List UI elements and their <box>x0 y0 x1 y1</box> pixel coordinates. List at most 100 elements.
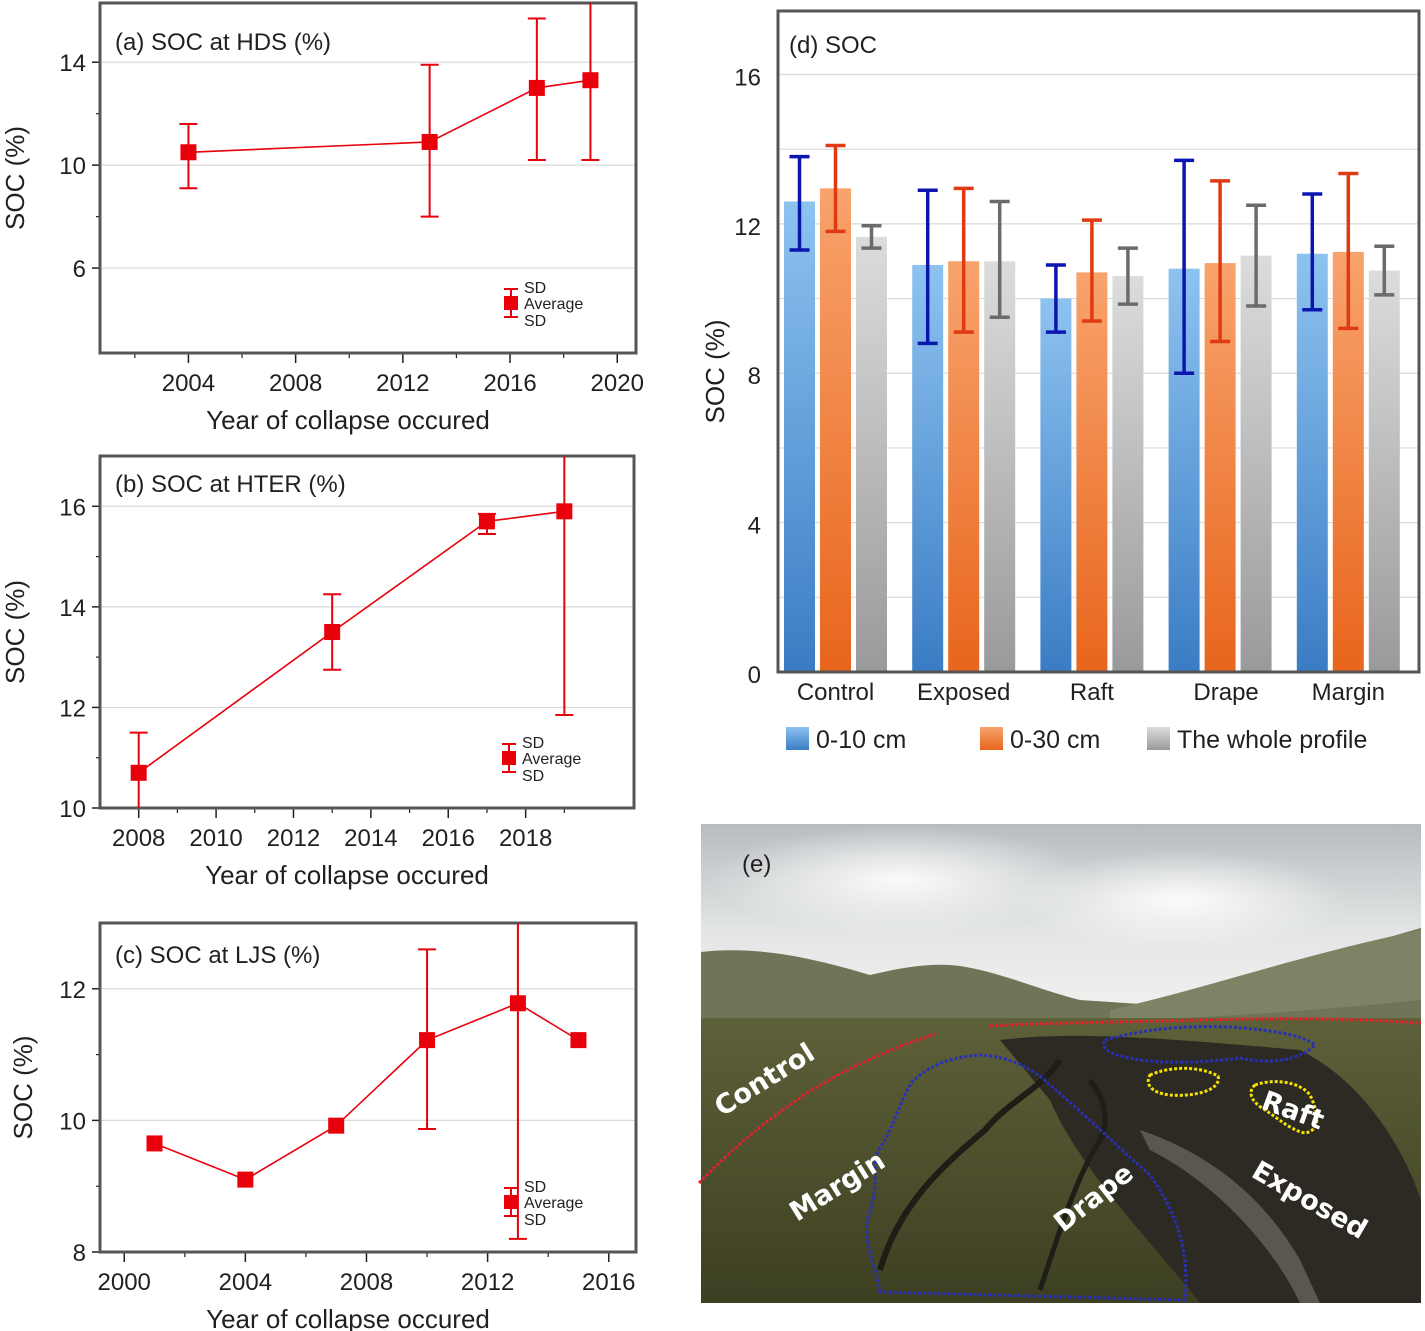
photo-crack <box>1037 1078 1108 1291</box>
bar <box>784 201 815 672</box>
plot-frame <box>98 454 636 810</box>
bar <box>856 236 887 672</box>
legend-label: Average <box>522 751 581 768</box>
y-tick-label: 16 <box>59 494 86 521</box>
bar <box>820 188 851 672</box>
data-point <box>570 1032 587 1049</box>
series-line <box>188 79 591 154</box>
x-tick-label: 2000 <box>98 1269 151 1296</box>
x-category-label: Raft <box>1070 679 1114 706</box>
bar <box>1240 255 1272 672</box>
legend-label: 0-30 cm <box>1010 726 1100 754</box>
data-point <box>130 764 147 781</box>
x-tick-label: 2008 <box>340 1269 393 1296</box>
legend-swatch <box>1147 727 1170 750</box>
legend-label: Average <box>524 296 583 313</box>
legend-label: SD <box>524 280 546 297</box>
photo-cloud <box>710 825 1090 935</box>
x-category-label: Control <box>797 679 874 706</box>
data-point <box>180 144 197 161</box>
x-tick-label: 2010 <box>189 825 242 852</box>
x-tick-label: 2012 <box>376 370 429 397</box>
series-line <box>138 510 565 774</box>
legend-swatch <box>786 727 809 750</box>
chart-panel-b: 10 12 14 16 2008 2010 2012 2014 2016 2018 (b) SOC … <box>0 454 636 890</box>
bar <box>984 261 1016 672</box>
y-tick-label: 12 <box>59 977 86 1004</box>
x-tick-label: 2018 <box>499 825 552 852</box>
x-tick-label: 2012 <box>461 1269 514 1296</box>
legend-label: SD <box>522 768 544 785</box>
chart-title: (b) SOC at HTER (%) <box>115 471 346 498</box>
chart-title: (a) SOC at HDS (%) <box>115 29 331 56</box>
y-tick-label: 10 <box>59 1108 86 1135</box>
photo-boundary-raft <box>1146 1066 1220 1097</box>
y-tick-label: 12 <box>734 214 761 241</box>
field-photo: (e) Control Margin Drape Raft Exposed <box>697 824 1422 1303</box>
photo-crack <box>877 1058 1063 1271</box>
y-tick-label: 12 <box>59 695 86 722</box>
x-axis-label: Year of collapse occured <box>205 860 489 890</box>
x-tick-label: 2012 <box>267 825 320 852</box>
photo-boundary-control <box>697 1017 1422 1185</box>
y-tick-label: 10 <box>59 796 86 823</box>
photo-ridge <box>1110 930 1421 1020</box>
chart-panel-c: 8 10 12 2000 2004 2008 2012 2016 (c) SOC at LJS … <box>8 921 638 1331</box>
legend-label: Average <box>524 1195 583 1212</box>
data-point <box>556 503 573 520</box>
photo-boundary-drape-margin <box>865 1053 1188 1302</box>
x-tick-label: 2004 <box>219 1269 272 1296</box>
legend-label: SD <box>524 1212 546 1229</box>
bar <box>1296 253 1328 672</box>
plot-frame <box>98 921 638 1254</box>
y-tick-label: 4 <box>748 513 761 540</box>
legend-marker <box>504 1195 518 1209</box>
y-tick-label: 8 <box>748 363 761 390</box>
y-tick-label: 8 <box>73 1240 86 1267</box>
y-axis-label: SOC (%) <box>8 1036 38 1140</box>
y-axis-label: SOC (%) <box>700 320 730 424</box>
x-tick-label: 2008 <box>112 825 165 852</box>
data-point <box>324 624 341 640</box>
x-tick-label: 2016 <box>422 825 475 852</box>
legend-label: The whole profile <box>1177 726 1367 754</box>
chart-title: (c) SOC at LJS (%) <box>115 942 320 969</box>
data-point <box>421 133 438 150</box>
bar <box>1040 298 1072 672</box>
x-category-label: Exposed <box>917 679 1010 706</box>
y-tick-label: 14 <box>59 595 86 622</box>
chart-panel-a: 6 10 14 2004 2008 2012 2016 2020 (a) SOC at HDS … <box>0 1 644 435</box>
data-point <box>419 1032 436 1049</box>
y-axis-label: SOC (%) <box>0 580 30 684</box>
data-point <box>509 995 526 1012</box>
data-point <box>478 513 495 530</box>
y-tick-label: 14 <box>59 50 86 77</box>
bar <box>1368 270 1400 672</box>
y-axis-label: SOC (%) <box>0 126 30 230</box>
photo-boundary-exposed <box>1102 1025 1318 1064</box>
data-point <box>582 72 599 89</box>
data-point <box>237 1171 254 1188</box>
photo-boundary-raft <box>1249 1080 1319 1135</box>
photo-cloud <box>1010 850 1350 950</box>
chart-title: (d) SOC <box>789 32 877 59</box>
x-tick-label: 2020 <box>591 370 644 397</box>
photo-panel-label: (e) <box>742 851 771 878</box>
bar <box>1112 276 1144 672</box>
y-tick-label: 0 <box>748 662 761 689</box>
legend-label: SD <box>522 735 544 752</box>
x-tick-label: 2004 <box>162 370 215 397</box>
x-category-label: Drape <box>1193 679 1258 706</box>
data-point <box>528 79 545 96</box>
x-tick-label: 2016 <box>483 370 536 397</box>
x-axis-label: Year of collapse occured <box>206 1304 490 1331</box>
x-tick-label: 2008 <box>269 370 322 397</box>
x-category-label: Margin <box>1312 679 1385 706</box>
legend-marker <box>504 296 518 310</box>
data-point <box>328 1117 345 1134</box>
photo-stream <box>1140 1130 1320 1303</box>
legend-label: 0-10 cm <box>816 726 906 754</box>
legend-swatch <box>980 727 1003 750</box>
chart-panel-d: 0 4 8 12 16 Control Exposed Raft Drape Margin (d) … <box>700 9 1421 754</box>
data-point <box>146 1135 163 1152</box>
